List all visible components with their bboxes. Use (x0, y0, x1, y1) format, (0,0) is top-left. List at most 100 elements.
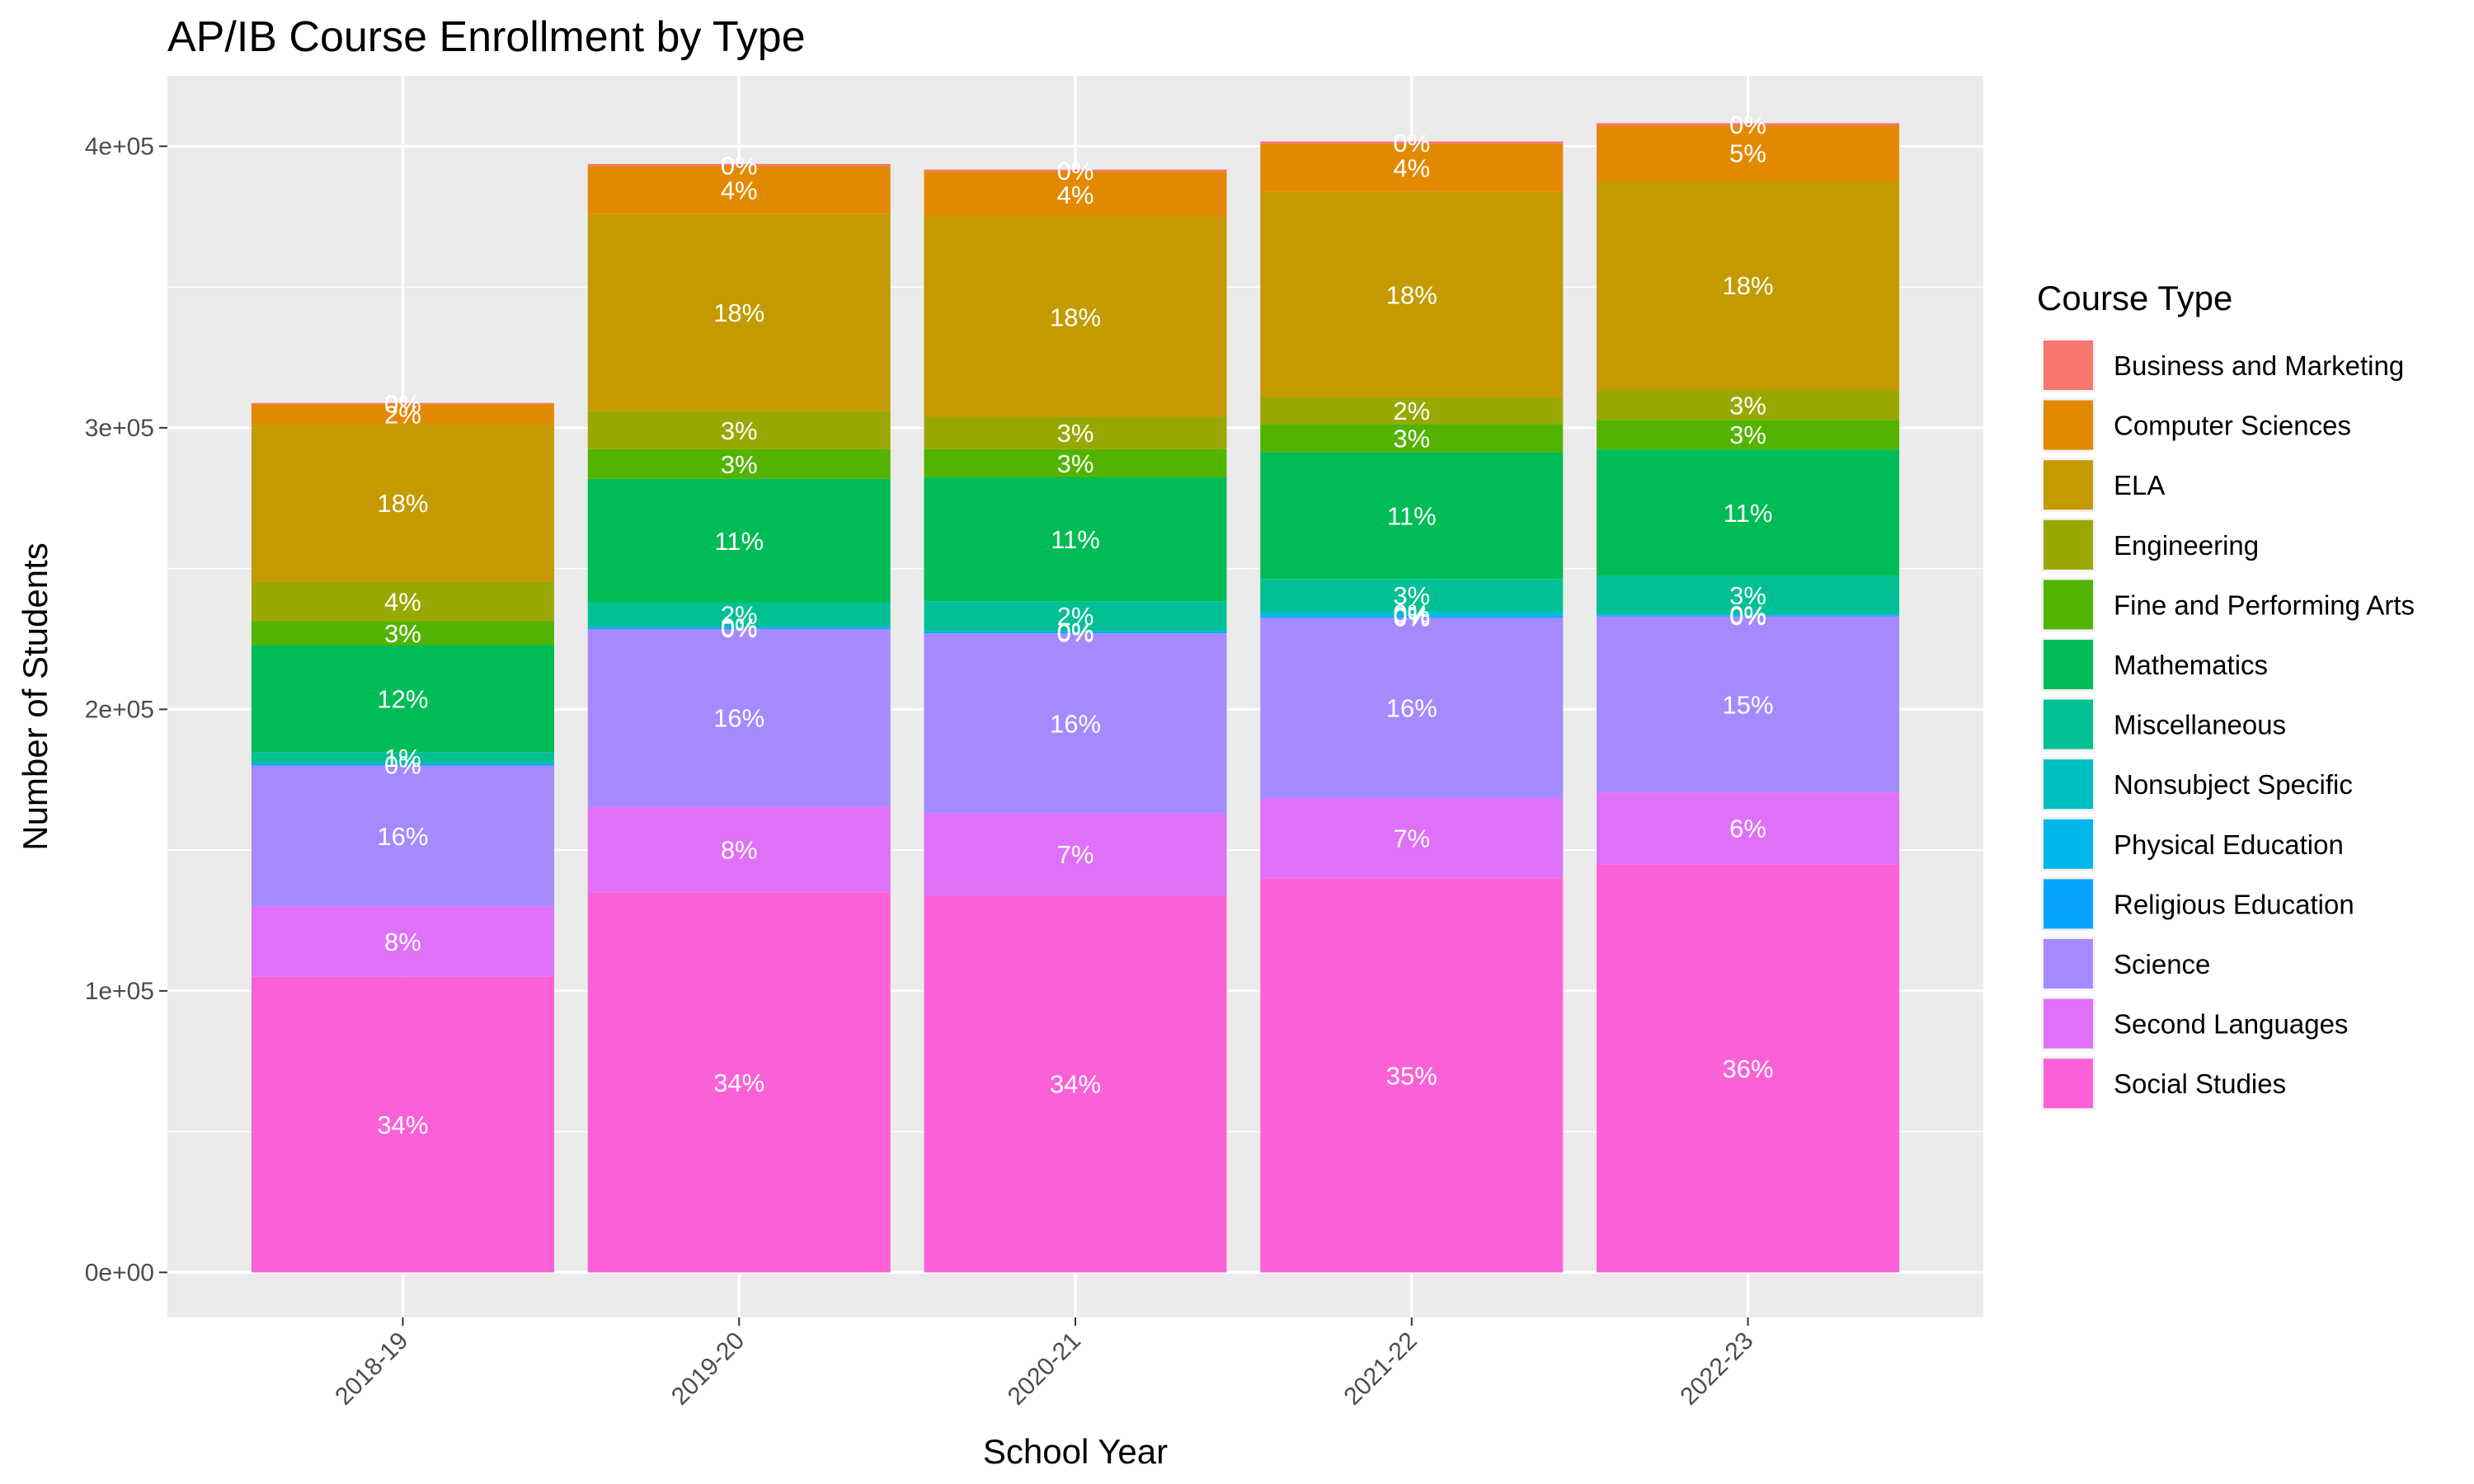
legend-swatch (2044, 759, 2093, 810)
bar-value-label: 1% (384, 744, 421, 773)
bar-segment (251, 906, 554, 977)
legend: Course Type Business and Marketing Comput… (2037, 279, 2415, 1111)
bar-segment (1260, 797, 1564, 879)
bar-segment (924, 632, 1227, 634)
legend-label: Mathematics (2114, 650, 2268, 680)
y-tick-label: 3e+05 (85, 415, 154, 442)
bar-segment (587, 602, 891, 627)
legend-swatch (2044, 1059, 2093, 1109)
bar-segment (251, 976, 554, 1273)
bar-segment (1260, 618, 1564, 798)
bar-value-label: 34% (377, 1111, 428, 1139)
bar-segment (587, 892, 891, 1273)
bar-segment (1260, 143, 1564, 192)
legend-label: Computer Sciences (2114, 411, 2351, 441)
bar-value-label: 36% (1723, 1054, 1774, 1083)
bar-value-label: 7% (1393, 824, 1430, 853)
bar-value-label: 0% (384, 390, 421, 419)
bar-value-label: 3% (1393, 581, 1430, 610)
bar-segment (1597, 864, 1900, 1273)
bar-value-label: 3% (721, 450, 758, 479)
bar-segment (587, 478, 891, 603)
legend-label: Nonsubject Specific (2114, 769, 2353, 800)
bar-value-label: 0% (1393, 599, 1430, 628)
legend-title: Course Type (2037, 279, 2232, 317)
bar-segment (1260, 878, 1564, 1273)
bar-segment (1260, 614, 1564, 617)
legend-swatch (2044, 340, 2093, 390)
bar-value-label: 3% (721, 416, 758, 445)
legend-swatch (2044, 580, 2093, 630)
bar-value-label: 3% (384, 619, 421, 648)
bars (251, 123, 1900, 1273)
bar-value-label: 16% (1050, 709, 1101, 738)
bar-value-label: 0% (384, 750, 421, 779)
bar-value-label: 34% (713, 1068, 764, 1097)
chart-title: AP/IB Course Enrollment by Type (167, 13, 806, 61)
bar-segment (1597, 420, 1900, 450)
bar-segment (587, 448, 891, 479)
bar-segment (924, 217, 1227, 417)
bar-segment (251, 645, 554, 753)
bar-segment (1597, 615, 1900, 617)
bar-labels: 34%8%16%0%1%12%3%4%18%2%0%34%8%16%0%0%2%… (377, 110, 1773, 1139)
bar-segment (587, 627, 891, 630)
bar-segment (1597, 792, 1900, 865)
legend-swatch (2044, 998, 2093, 1049)
y-tick-label: 1e+05 (85, 978, 154, 1005)
legend-label: Business and Marketing (2114, 350, 2404, 381)
bar-segment (1260, 452, 1564, 580)
y-axis-title: Number of Students (16, 542, 54, 851)
bar-value-label: 3% (1393, 425, 1430, 453)
bar-segment (587, 806, 891, 893)
bar-value-label: 0% (1729, 110, 1766, 139)
bar-segment (924, 633, 1227, 814)
legend-swatch (2044, 819, 2093, 869)
legend-label: Second Languages (2114, 1009, 2348, 1040)
bar-value-label: 4% (1393, 154, 1430, 183)
bar-segment (251, 765, 554, 907)
bar-value-label: 0% (1057, 618, 1094, 647)
bar-value-label: 11% (1051, 525, 1100, 554)
bar-value-label: 2% (721, 600, 758, 629)
bar-segment (1260, 424, 1564, 453)
bar-value-label: 18% (377, 489, 428, 518)
bar-value-label: 5% (1729, 139, 1766, 168)
bar-value-label: 12% (377, 684, 428, 713)
bar-segment (924, 477, 1227, 602)
bar-segment (924, 448, 1227, 477)
bar-segment (1260, 397, 1564, 425)
bar-value-label: 3% (1057, 449, 1094, 478)
bar-segment (587, 166, 891, 214)
bar-segment (924, 601, 1227, 632)
y-tick-label: 0e+00 (85, 1259, 154, 1286)
legend-swatch (2044, 879, 2093, 929)
bar-segment (924, 169, 1227, 172)
bar-segment (587, 163, 891, 167)
bar-segment (1260, 579, 1564, 612)
bar-value-label: 16% (1386, 694, 1437, 723)
legend-swatch (2044, 460, 2093, 510)
bar-segment (1597, 616, 1900, 793)
bar-value-label: 16% (713, 704, 764, 733)
legend-swatch (2044, 400, 2093, 450)
bar-segment (1260, 191, 1564, 397)
bar-value-label: 8% (721, 835, 758, 864)
legend-label: Science (2114, 949, 2210, 979)
bar-segment (251, 621, 554, 646)
y-axis: 0e+00 1e+05 2e+05 3e+05 4e+05 (85, 133, 167, 1286)
bar-value-label: 2% (1393, 397, 1430, 425)
bar-value-label: 7% (1057, 840, 1094, 869)
bar-segment (1597, 449, 1900, 576)
legend-label: Physical Education (2114, 829, 2344, 860)
bar-value-label: 3% (1729, 391, 1766, 420)
bar-segment (587, 629, 891, 807)
bar-value-label: 2% (1057, 602, 1094, 631)
bar-value-label: 18% (1723, 271, 1774, 300)
y-tick-label: 4e+05 (85, 133, 154, 160)
bar-value-label: 3% (1057, 419, 1094, 448)
bar-value-label: 0% (1393, 129, 1430, 157)
bar-segment (587, 214, 891, 411)
bar-value-label: 16% (377, 822, 428, 851)
